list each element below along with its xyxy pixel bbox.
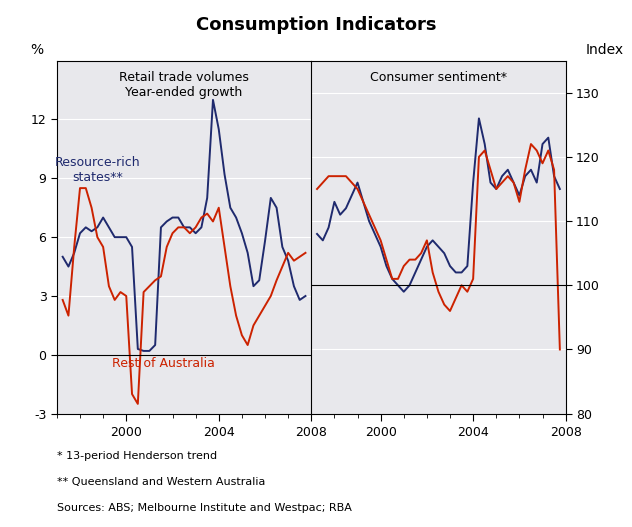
Text: Index: Index [586, 43, 624, 57]
Text: Resource-rich
states**: Resource-rich states** [55, 156, 140, 184]
Text: Consumer sentiment*: Consumer sentiment* [370, 71, 507, 84]
Text: Retail trade volumes
Year-ended growth: Retail trade volumes Year-ended growth [119, 71, 249, 99]
Text: Rest of Australia: Rest of Australia [112, 357, 215, 370]
Text: Sources: ABS; Melbourne Institute and Westpac; RBA: Sources: ABS; Melbourne Institute and We… [57, 503, 352, 513]
Y-axis label: %: % [30, 43, 43, 57]
Text: ** Queensland and Western Australia: ** Queensland and Western Australia [57, 477, 265, 487]
Text: * 13-period Henderson trend: * 13-period Henderson trend [57, 451, 217, 461]
Text: Consumption Indicators: Consumption Indicators [196, 16, 436, 34]
